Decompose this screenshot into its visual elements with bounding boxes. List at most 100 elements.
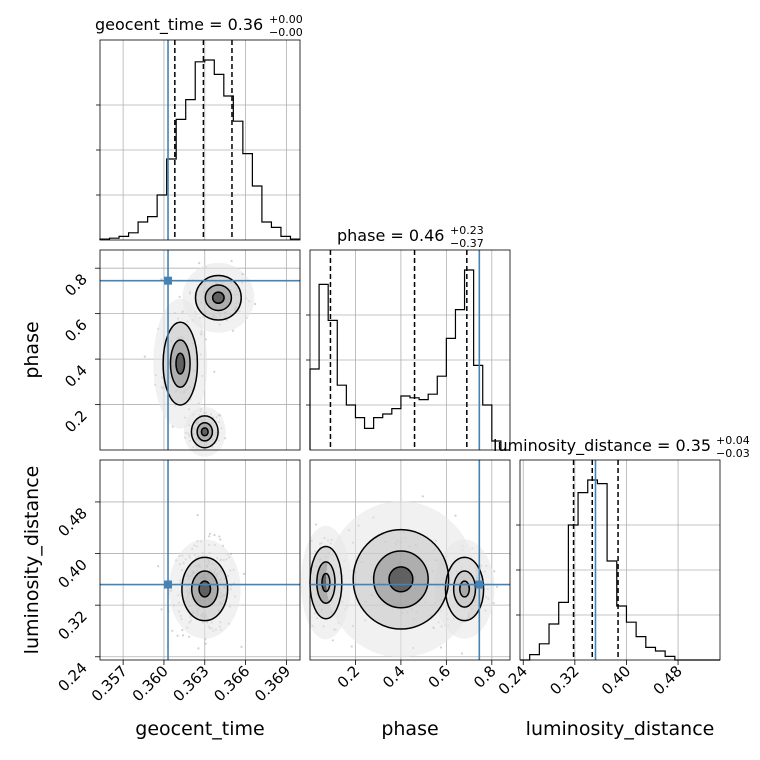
xlabel-geocent-time: geocent_time [135,718,264,740]
sample-point [315,523,318,526]
sample-point [182,634,185,637]
sample-point [208,532,211,535]
sample-point [439,646,443,649]
sample-point [331,639,334,642]
contour-line [444,556,485,622]
y-tick-label-phase: 0.6 [61,316,91,346]
sample-point [198,262,201,265]
sample-point [243,572,246,576]
y-tick-label-phase: 0.4 [61,361,91,391]
x-tick-label-luminosity_distance: 0.40 [598,662,634,698]
title-phase-plus: +0.23 [450,224,484,237]
ylabel-phase: phase [21,321,43,378]
contour-line [196,421,214,442]
sample-point [213,370,216,373]
density-shade [175,353,185,374]
xlabel-phase: phase [381,718,438,740]
x-tick-label-luminosity_distance: 0.24 [495,662,531,698]
y-tick-label-phase: 0.8 [61,270,91,300]
sample-point [350,645,353,648]
density-shade [212,292,225,304]
x-tick-label-geocent_time: 0.366 [210,662,253,705]
sample-point [157,565,160,568]
contour-line [181,556,229,622]
title-geocent-time-plus: +0.00 [269,13,303,26]
sample-point [219,538,222,541]
panel-frame [519,459,721,661]
panel-frame [99,459,301,661]
title-geocent-time: geocent_time = 0.36 [95,15,263,35]
sample-point [232,329,235,332]
x-tick-label-phase: 0.4 [379,662,409,692]
x-tick-label-luminosity_distance: 0.48 [650,662,686,698]
contour-line [200,427,209,437]
title-luminosity-distance-plus: +0.04 [716,434,750,447]
histogram-geocent_time [99,59,300,240]
y-tick-label-luminosity_distance: 0.24 [54,659,90,695]
contour-line [352,528,450,630]
title-luminosity-distance-minus: −0.03 [716,447,750,460]
sample-point [454,514,457,517]
sample-point [196,514,199,517]
y-tick-label-luminosity_distance: 0.32 [54,607,90,643]
panel-frame [99,39,301,241]
x-tick-label-phase: 0.6 [425,662,455,692]
histogram-phase [309,269,510,451]
contour-line [211,291,225,305]
x-tick-label-geocent_time: 0.360 [129,662,172,705]
sample-point [213,534,216,537]
sample-point [181,628,184,632]
contour-line [162,321,199,406]
sample-point [496,585,499,589]
sample-point [254,302,257,306]
sample-point [493,570,496,573]
ylabel-luminosity-distance: luminosity_distance [21,466,43,655]
panel-frame [99,249,301,451]
contour-line [190,570,219,608]
title-phase: phase = 0.46 [337,226,444,245]
histogram-luminosity_distance [520,479,720,661]
sample-point [421,495,424,498]
contour-line [169,339,191,389]
sample-point [204,642,207,645]
sample-point [240,645,243,649]
sample-point [178,295,181,298]
truth-marker [164,580,173,589]
contour-line [459,580,471,598]
contour-line [316,561,336,604]
sample-point [171,629,174,632]
contour-line [204,284,233,312]
contour-line [194,274,242,321]
sample-point [208,535,211,538]
contour-line [175,352,186,375]
sample-point [230,259,233,263]
density-shade [388,566,413,592]
sample-point [188,635,191,638]
sample-point [460,652,464,655]
sample-point [143,355,146,358]
panel-frame [309,459,511,661]
density-shade [201,427,209,436]
title-luminosity-distance: luminosity_distance = 0.35 [493,436,711,456]
contour-line [190,415,219,449]
x-tick-label-phase: 0.2 [334,662,364,692]
sample-point [160,608,163,611]
contour-line [452,570,477,608]
truth-marker [475,580,484,589]
x-tick-label-geocent_time: 0.357 [88,662,131,705]
x-tick-label-luminosity_distance: 0.32 [546,662,582,698]
xlabel-luminosity-distance: luminosity_distance [526,718,715,740]
x-tick-label-geocent_time: 0.363 [169,662,212,705]
contour-line [321,572,331,593]
title-phase-minus: −0.37 [450,237,484,250]
y-tick-label-luminosity_distance: 0.40 [54,556,90,592]
truth-marker [164,276,173,285]
panel-frame [309,249,511,451]
x-tick-label-geocent_time: 0.369 [251,662,294,705]
sample-point [176,634,179,637]
y-tick-label-phase: 0.2 [61,407,91,437]
contour-line [388,566,414,593]
contour-line [198,580,212,598]
contour-line [372,550,429,609]
